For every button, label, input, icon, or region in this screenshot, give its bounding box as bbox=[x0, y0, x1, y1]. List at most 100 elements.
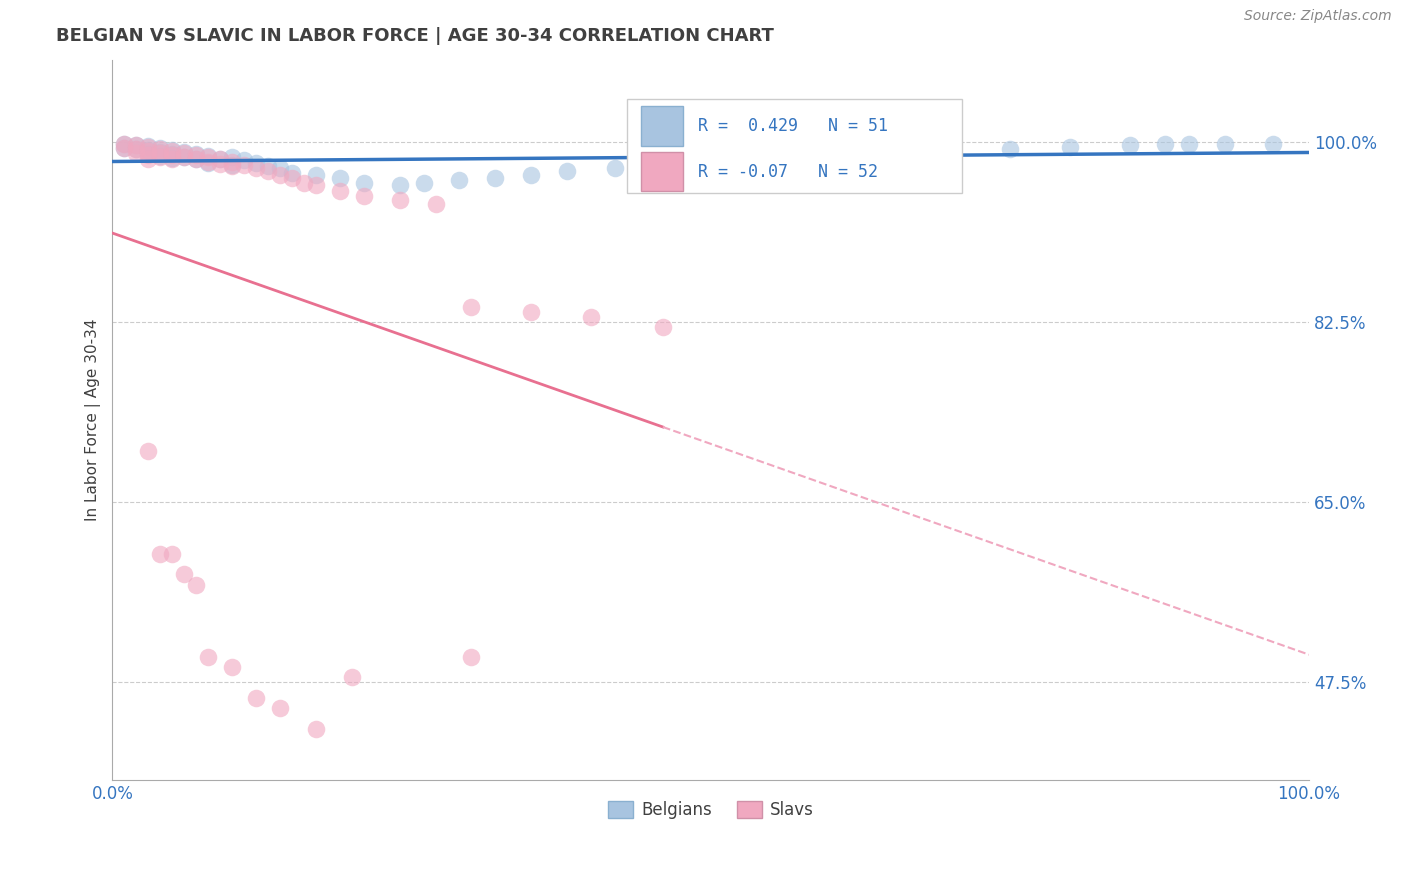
Point bbox=[651, 320, 673, 334]
Text: BELGIAN VS SLAVIC IN LABOR FORCE | AGE 30-34 CORRELATION CHART: BELGIAN VS SLAVIC IN LABOR FORCE | AGE 3… bbox=[56, 27, 775, 45]
Text: R =  0.429   N = 51: R = 0.429 N = 51 bbox=[697, 117, 887, 136]
Point bbox=[233, 158, 256, 172]
Point bbox=[879, 150, 901, 164]
Point bbox=[460, 649, 482, 664]
Point bbox=[209, 156, 232, 170]
Point bbox=[484, 171, 506, 186]
Point bbox=[149, 150, 172, 164]
Point bbox=[162, 152, 184, 166]
Point bbox=[305, 168, 328, 182]
Point bbox=[305, 178, 328, 193]
Text: Source: ZipAtlas.com: Source: ZipAtlas.com bbox=[1244, 9, 1392, 23]
Point bbox=[186, 148, 208, 162]
Bar bbox=[641, 106, 683, 146]
Point bbox=[186, 153, 208, 167]
Point bbox=[555, 163, 578, 178]
Point bbox=[269, 168, 291, 182]
Point bbox=[125, 142, 148, 156]
Point bbox=[149, 149, 172, 163]
Point bbox=[269, 161, 291, 175]
Point bbox=[125, 142, 148, 156]
Point bbox=[136, 153, 159, 167]
Point bbox=[186, 147, 208, 161]
Y-axis label: In Labor Force | Age 30-34: In Labor Force | Age 30-34 bbox=[86, 318, 101, 521]
Point bbox=[353, 176, 375, 190]
Point bbox=[353, 188, 375, 202]
Point bbox=[197, 649, 219, 664]
Point bbox=[186, 577, 208, 591]
Point bbox=[136, 143, 159, 157]
Point bbox=[136, 443, 159, 458]
Point bbox=[173, 150, 195, 164]
Point bbox=[1263, 136, 1285, 151]
Point bbox=[221, 150, 243, 164]
Point bbox=[460, 300, 482, 314]
Point bbox=[125, 138, 148, 153]
Point bbox=[112, 141, 135, 155]
Point bbox=[162, 153, 184, 167]
Point bbox=[233, 153, 256, 168]
Point bbox=[640, 158, 662, 172]
Point bbox=[221, 154, 243, 169]
Point bbox=[449, 173, 471, 187]
Point bbox=[173, 150, 195, 164]
Point bbox=[329, 171, 352, 186]
Point bbox=[162, 143, 184, 157]
Point bbox=[1118, 138, 1140, 153]
Point bbox=[1154, 136, 1177, 151]
Point bbox=[257, 159, 280, 173]
Point bbox=[162, 547, 184, 561]
Point bbox=[245, 155, 267, 169]
Point bbox=[197, 154, 219, 169]
Point bbox=[173, 567, 195, 582]
Point bbox=[112, 136, 135, 151]
Point bbox=[112, 136, 135, 151]
Point bbox=[209, 153, 232, 167]
Point bbox=[603, 161, 626, 175]
Point bbox=[305, 722, 328, 736]
Point bbox=[520, 168, 543, 182]
Point bbox=[149, 547, 172, 561]
Point bbox=[149, 146, 172, 161]
Point bbox=[388, 178, 411, 193]
Point bbox=[675, 153, 697, 168]
Point bbox=[425, 196, 447, 211]
Point bbox=[412, 176, 434, 190]
Point bbox=[112, 141, 135, 155]
Point bbox=[281, 171, 304, 186]
Point bbox=[221, 660, 243, 674]
Text: R = -0.07   N = 52: R = -0.07 N = 52 bbox=[697, 162, 877, 181]
Point bbox=[245, 161, 267, 175]
Point bbox=[340, 670, 363, 684]
Point bbox=[520, 305, 543, 319]
Point bbox=[329, 185, 352, 199]
Point bbox=[269, 701, 291, 715]
Point bbox=[998, 142, 1021, 156]
Point bbox=[162, 148, 184, 162]
Point bbox=[136, 145, 159, 159]
Point bbox=[1059, 140, 1081, 154]
Point bbox=[197, 149, 219, 163]
Point bbox=[724, 150, 747, 164]
Point bbox=[257, 163, 280, 178]
Point bbox=[1178, 136, 1201, 151]
Point bbox=[281, 166, 304, 180]
Point bbox=[173, 146, 195, 161]
Point bbox=[149, 142, 172, 156]
Point bbox=[221, 159, 243, 173]
Point bbox=[149, 141, 172, 155]
Point bbox=[186, 153, 208, 167]
Legend: Belgians, Slavs: Belgians, Slavs bbox=[600, 795, 821, 826]
Point bbox=[136, 140, 159, 154]
Point bbox=[125, 138, 148, 153]
Point bbox=[197, 150, 219, 164]
Point bbox=[197, 155, 219, 169]
Point bbox=[136, 147, 159, 161]
Point bbox=[579, 310, 602, 324]
Point bbox=[292, 176, 315, 190]
Point bbox=[136, 139, 159, 153]
Point bbox=[939, 145, 962, 160]
Point bbox=[772, 147, 794, 161]
FancyBboxPatch shape bbox=[627, 99, 962, 193]
Point bbox=[162, 145, 184, 159]
